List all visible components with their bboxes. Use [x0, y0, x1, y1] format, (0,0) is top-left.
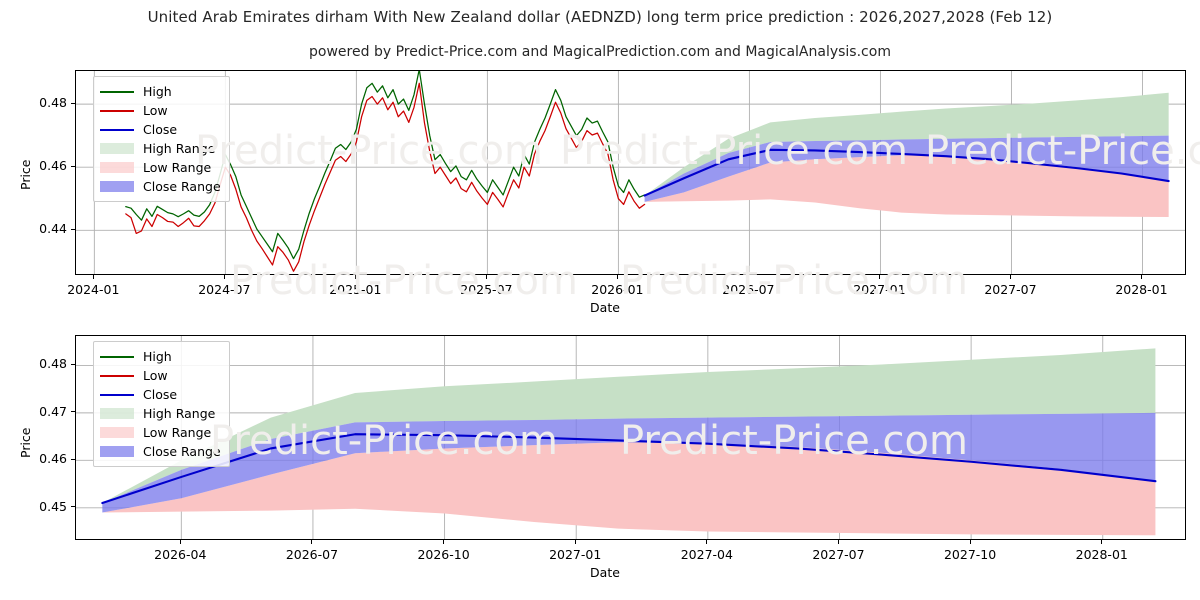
- legend-label: Low: [143, 368, 168, 383]
- x-tick-label: 2027-01: [549, 547, 602, 562]
- x-tick-mark: [969, 540, 971, 544]
- bottom-legend: High Low Close High Range Low Range Close Ran…: [93, 341, 230, 467]
- y-tick-mark: [71, 363, 75, 365]
- x-tick-mark: [92, 275, 94, 279]
- x-tick-mark: [485, 275, 487, 279]
- x-tick-mark: [1009, 275, 1011, 279]
- bottom-plot-area: [75, 335, 1186, 540]
- x-tick-label: 2026-10: [417, 547, 470, 562]
- top-plot-svg: [76, 71, 1185, 274]
- x-tick-label: 2026-07: [722, 282, 775, 297]
- legend-swatch-icon: [100, 181, 134, 192]
- y-tick-mark: [71, 411, 75, 413]
- x-tick-label: 2028-01: [1115, 282, 1168, 297]
- legend-item-high[interactable]: High: [100, 82, 221, 101]
- legend-item-close-range[interactable]: Close Range: [100, 442, 221, 461]
- x-tick-mark: [223, 275, 225, 279]
- top-x-axis-label: Date: [590, 300, 620, 315]
- legend-item-high-range[interactable]: High Range: [100, 404, 221, 423]
- legend-item-low-range[interactable]: Low Range: [100, 158, 221, 177]
- x-tick-mark: [837, 540, 839, 544]
- legend-swatch-icon: [100, 124, 134, 135]
- y-tick-label: 0.48: [39, 95, 67, 111]
- top-chart-panel: Price 2024-01 2024-07 2025-01 2025-07 2026-0…: [18, 70, 1186, 315]
- x-tick-mark: [574, 540, 576, 544]
- legend-swatch-icon: [100, 86, 134, 97]
- legend-label: High Range: [143, 406, 216, 421]
- y-tick-mark: [71, 506, 75, 508]
- legend-label: Low Range: [143, 160, 212, 175]
- x-tick-mark: [311, 540, 313, 544]
- x-tick-mark: [443, 540, 445, 544]
- legend-label: Close: [143, 122, 178, 137]
- x-tick-label: 2026-04: [154, 547, 207, 562]
- legend-item-low-range[interactable]: Low Range: [100, 423, 221, 442]
- y-tick-label: 0.47: [39, 403, 67, 419]
- x-tick-mark: [706, 540, 708, 544]
- x-tick-mark: [179, 540, 181, 544]
- y-tick-mark: [71, 228, 75, 230]
- legend-label: Close: [143, 387, 178, 402]
- legend-label: Close Range: [143, 179, 221, 194]
- legend-item-high[interactable]: High: [100, 347, 221, 366]
- x-tick-mark: [1140, 275, 1142, 279]
- legend-label: High: [143, 84, 172, 99]
- y-tick-mark: [71, 458, 75, 460]
- x-tick-label: 2027-07: [984, 282, 1037, 297]
- legend-swatch-icon: [100, 370, 134, 381]
- legend-item-close-range[interactable]: Close Range: [100, 177, 221, 196]
- y-tick-label: 0.45: [39, 498, 67, 514]
- x-tick-label: 2025-07: [460, 282, 513, 297]
- top-legend: High Low Close High Range Low Range Close Ran…: [93, 76, 230, 202]
- legend-label: High Range: [143, 141, 216, 156]
- x-tick-label: 2024-01: [67, 282, 120, 297]
- y-tick-mark: [71, 102, 75, 104]
- y-tick-label: 0.46: [39, 451, 67, 467]
- bottom-x-axis-label: Date: [590, 565, 620, 580]
- legend-swatch-icon: [100, 351, 134, 362]
- x-tick-label: 2026-01: [591, 282, 644, 297]
- x-tick-mark: [1101, 540, 1103, 544]
- x-tick-label: 2027-04: [680, 547, 733, 562]
- x-tick-mark: [616, 275, 618, 279]
- legend-swatch-icon: [100, 162, 134, 173]
- x-tick-label: 2027-10: [943, 547, 997, 562]
- x-tick-label: 2027-01: [853, 282, 906, 297]
- legend-item-low[interactable]: Low: [100, 101, 221, 120]
- y-tick-label: 0.44: [39, 221, 67, 237]
- page-title: United Arab Emirates dirham With New Zea…: [147, 8, 1053, 26]
- x-tick-mark: [747, 275, 749, 279]
- x-tick-label: 2025-01: [329, 282, 382, 297]
- y-tick-mark: [71, 165, 75, 167]
- legend-item-close[interactable]: Close: [100, 385, 221, 404]
- bottom-plot-svg: [76, 336, 1185, 539]
- top-plot-area: [75, 70, 1186, 275]
- legend-item-close[interactable]: Close: [100, 120, 221, 139]
- x-tick-label: 2024-07: [198, 282, 251, 297]
- y-tick-label: 0.46: [39, 158, 67, 174]
- legend-label: High: [143, 349, 172, 364]
- legend-swatch-icon: [100, 427, 134, 438]
- page-subtitle: powered by Predict-Price.com and Magical…: [309, 44, 891, 60]
- legend-label: Low Range: [143, 425, 212, 440]
- legend-swatch-icon: [100, 105, 134, 116]
- legend-swatch-icon: [100, 389, 134, 400]
- y-tick-label: 0.48: [39, 356, 67, 372]
- legend-swatch-icon: [100, 446, 134, 457]
- legend-label: Close Range: [143, 444, 221, 459]
- x-tick-mark: [354, 275, 356, 279]
- legend-label: Low: [143, 103, 168, 118]
- legend-swatch-icon: [100, 143, 134, 154]
- legend-swatch-icon: [100, 408, 134, 419]
- x-tick-mark: [878, 275, 880, 279]
- legend-item-high-range[interactable]: High Range: [100, 139, 221, 158]
- legend-item-low[interactable]: Low: [100, 366, 221, 385]
- x-tick-label: 2028-01: [1075, 547, 1128, 562]
- x-tick-label: 2027-07: [812, 547, 865, 562]
- x-tick-label: 2026-07: [285, 547, 339, 562]
- bottom-chart-panel: Price 2026-04 2026-07 2026-10 2027-01 2027-0…: [0, 320, 1200, 600]
